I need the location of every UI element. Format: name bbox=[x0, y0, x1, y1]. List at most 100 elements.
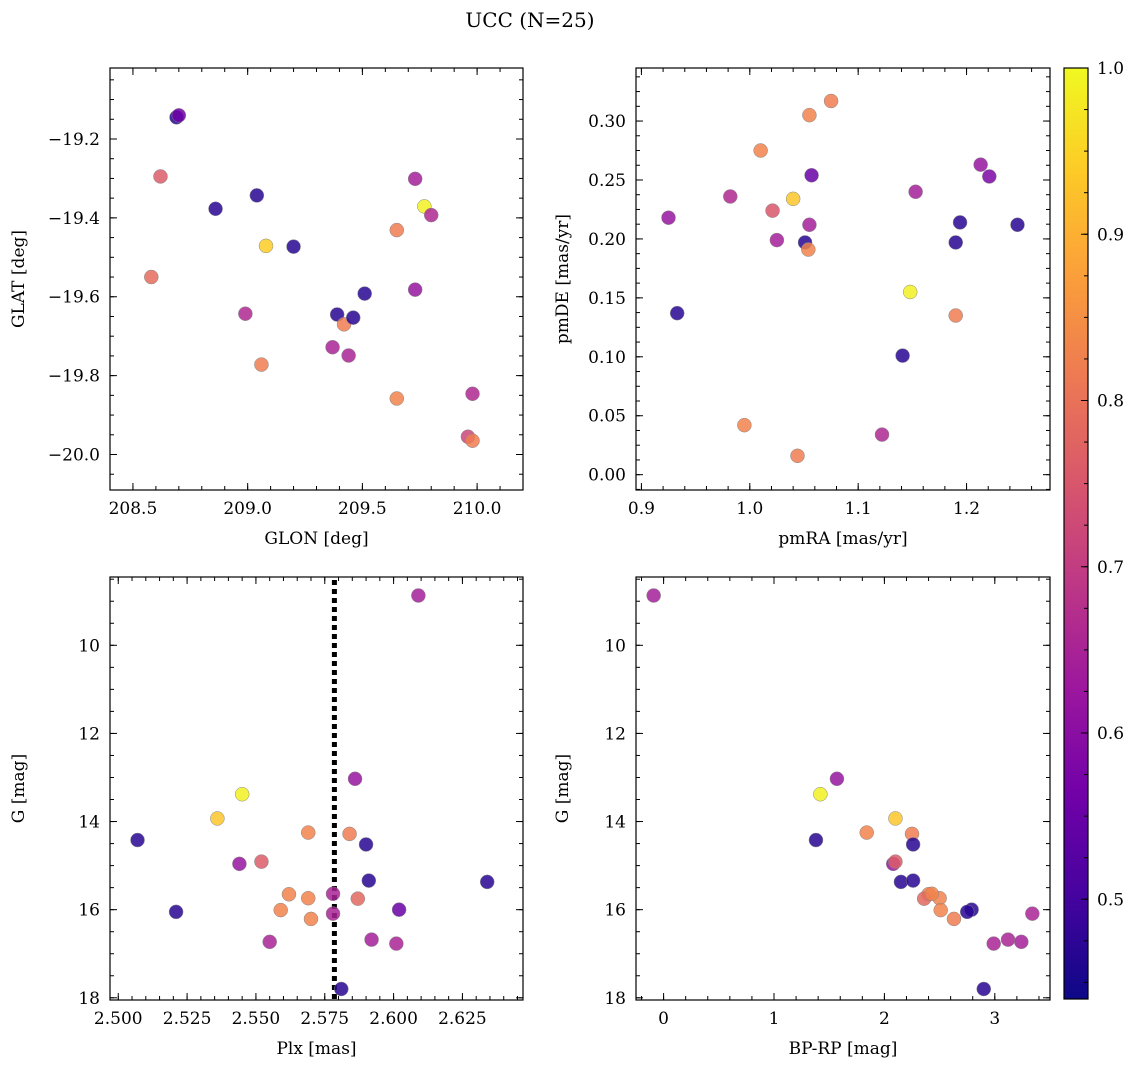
y-tick-label: 0.15 bbox=[588, 289, 626, 309]
data-point bbox=[1010, 217, 1025, 233]
data-point bbox=[407, 282, 423, 297]
data-point bbox=[1000, 932, 1016, 947]
data-point bbox=[905, 837, 921, 852]
x-axis-label: pmRA [mas/yr] bbox=[778, 529, 907, 549]
data-point bbox=[1014, 934, 1029, 950]
data-point bbox=[646, 588, 661, 603]
data-point bbox=[874, 427, 890, 442]
data-point bbox=[859, 825, 874, 840]
y-tick-label: 0.30 bbox=[588, 112, 626, 132]
data-point bbox=[345, 310, 361, 325]
data-point bbox=[813, 786, 828, 802]
x-tick-label: 2 bbox=[879, 1009, 890, 1029]
y-tick-label: 12 bbox=[604, 724, 626, 744]
figure-title: UCC (N=25) bbox=[465, 8, 594, 32]
data-point bbox=[948, 308, 963, 323]
data-point bbox=[286, 239, 301, 254]
data-point bbox=[1025, 906, 1040, 921]
data-point bbox=[669, 305, 685, 321]
data-point bbox=[334, 981, 349, 997]
colorbar-tick-label: 1.0 bbox=[1097, 59, 1124, 79]
data-point bbox=[232, 856, 247, 872]
data-point bbox=[801, 242, 816, 257]
x-tick-label: 2.550 bbox=[232, 1009, 281, 1029]
data-point bbox=[952, 215, 968, 230]
data-point bbox=[347, 771, 363, 787]
proper-motion-panel: 0.9 1.0 1.1 1.2 0.00 0.05 0.10 0.15 0.20 0.25 0.30… bbox=[553, 67, 1051, 549]
data-point bbox=[300, 890, 316, 906]
data-point bbox=[902, 284, 918, 300]
data-point bbox=[959, 904, 975, 920]
data-point bbox=[423, 207, 439, 223]
y-tick-label: 0.10 bbox=[588, 348, 626, 368]
x-axis-label: GLON [deg] bbox=[264, 529, 368, 549]
y-tick-label: 10 bbox=[78, 636, 100, 656]
y-tick-label: −19.4 bbox=[48, 209, 100, 229]
axes-frame bbox=[109, 576, 524, 1001]
y-axis-label: GLAT [deg] bbox=[9, 230, 29, 328]
data-point bbox=[303, 911, 319, 927]
axes-frame bbox=[635, 576, 1051, 1001]
x-tick-label: 2.625 bbox=[438, 1009, 487, 1029]
data-point bbox=[802, 217, 817, 233]
y-tick-label: −19.2 bbox=[48, 130, 100, 150]
data-point bbox=[210, 811, 225, 826]
data-point bbox=[358, 837, 374, 852]
data-point bbox=[238, 306, 253, 321]
data-point bbox=[342, 826, 357, 842]
data-point bbox=[389, 222, 405, 238]
data-point bbox=[325, 886, 341, 902]
data-point bbox=[661, 210, 676, 225]
data-point bbox=[933, 902, 948, 918]
x-tick-label: 2.600 bbox=[369, 1009, 418, 1029]
data-point bbox=[357, 286, 372, 301]
data-point bbox=[785, 191, 801, 207]
y-tick-label: 0.05 bbox=[588, 407, 626, 427]
colorbar-tick-label: 0.8 bbox=[1097, 392, 1124, 412]
data-point bbox=[893, 874, 909, 890]
y-tick-label: −19.6 bbox=[48, 288, 100, 308]
data-point bbox=[281, 887, 297, 902]
y-tick-label: 0.25 bbox=[588, 171, 626, 191]
data-point bbox=[407, 171, 423, 187]
data-point bbox=[341, 348, 356, 363]
data-point bbox=[888, 811, 903, 826]
data-point bbox=[769, 232, 785, 248]
x-tick-label: 208.5 bbox=[109, 499, 158, 519]
data-point bbox=[350, 891, 366, 906]
data-point bbox=[479, 874, 495, 890]
x-tick-label: 209.0 bbox=[223, 499, 272, 519]
y-tick-label: 14 bbox=[604, 813, 626, 833]
x-tick-label: 0 bbox=[658, 1009, 669, 1029]
data-point bbox=[753, 143, 768, 158]
y-tick-label: 0.00 bbox=[588, 466, 626, 486]
data-point bbox=[262, 934, 277, 950]
data-point bbox=[389, 936, 404, 951]
data-point bbox=[153, 169, 168, 184]
colorbar: 0.5 0.6 0.7 0.8 0.9 1.0 bbox=[1063, 59, 1124, 1000]
y-tick-label: 16 bbox=[78, 901, 100, 921]
x-tick-label: 3 bbox=[989, 1009, 1000, 1029]
y-tick-label: 12 bbox=[78, 724, 100, 744]
data-point bbox=[361, 873, 377, 888]
x-tick-label: 1.1 bbox=[845, 499, 872, 519]
data-point bbox=[765, 203, 780, 218]
x-tick-label: 1.2 bbox=[953, 499, 980, 519]
y-tick-label: 18 bbox=[604, 989, 626, 1009]
x-tick-label: 2.525 bbox=[163, 1009, 212, 1029]
data-point bbox=[823, 93, 839, 109]
data-point bbox=[171, 108, 187, 123]
data-point bbox=[905, 873, 921, 888]
data-point bbox=[465, 386, 480, 402]
data-point bbox=[723, 189, 738, 204]
x-axis-label: Plx [mas] bbox=[276, 1039, 356, 1059]
data-point bbox=[465, 433, 480, 448]
data-point bbox=[254, 854, 269, 869]
data-point bbox=[234, 786, 250, 802]
data-point bbox=[737, 417, 752, 433]
data-point bbox=[208, 201, 223, 217]
data-point bbox=[258, 238, 274, 254]
data-point bbox=[804, 168, 819, 183]
colorbar-gradient bbox=[1063, 67, 1089, 1000]
